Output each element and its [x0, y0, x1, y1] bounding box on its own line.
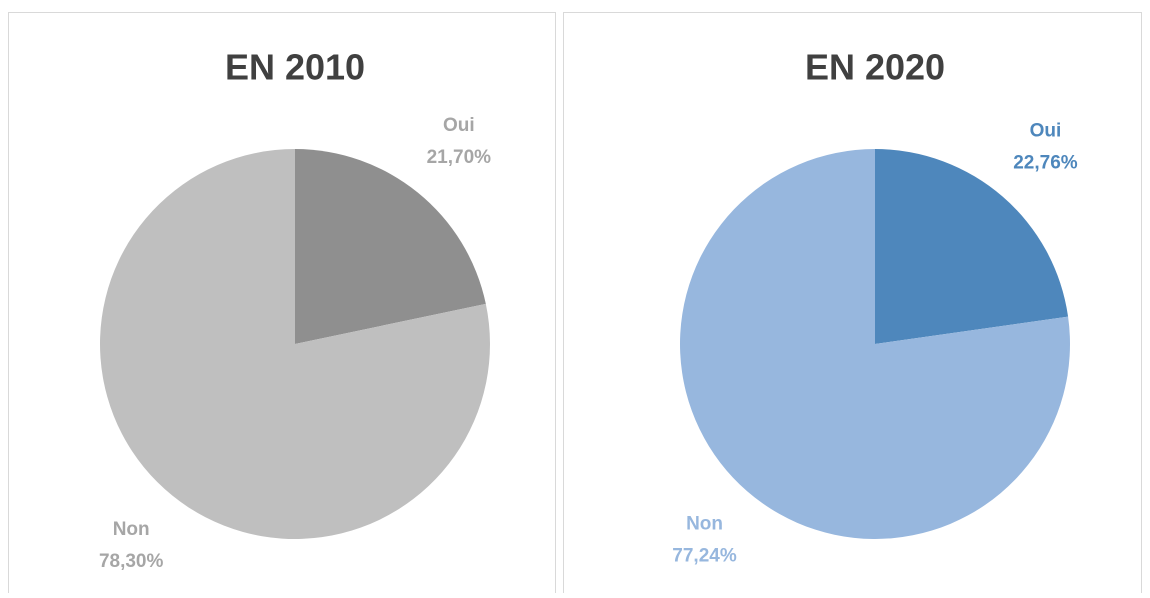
slice-value-label: 78,30%	[99, 551, 164, 572]
slice-value-label: 77,24%	[672, 545, 737, 566]
slice-category-label: Non	[686, 513, 723, 534]
pie-slice	[875, 149, 1069, 344]
pie-slice	[680, 149, 1071, 539]
chart-title: EN 2020	[805, 47, 945, 88]
slice-value-label: 22,76%	[1013, 153, 1078, 174]
pie-slice	[295, 149, 486, 344]
slice-category-label: Oui	[443, 115, 475, 136]
chart-title: EN 2010	[225, 47, 365, 88]
slice-category-label: Oui	[1030, 121, 1062, 142]
pie-slice	[100, 149, 490, 539]
slice-category-label: Non	[113, 519, 150, 540]
slice-value-label: 21,70%	[427, 147, 492, 168]
